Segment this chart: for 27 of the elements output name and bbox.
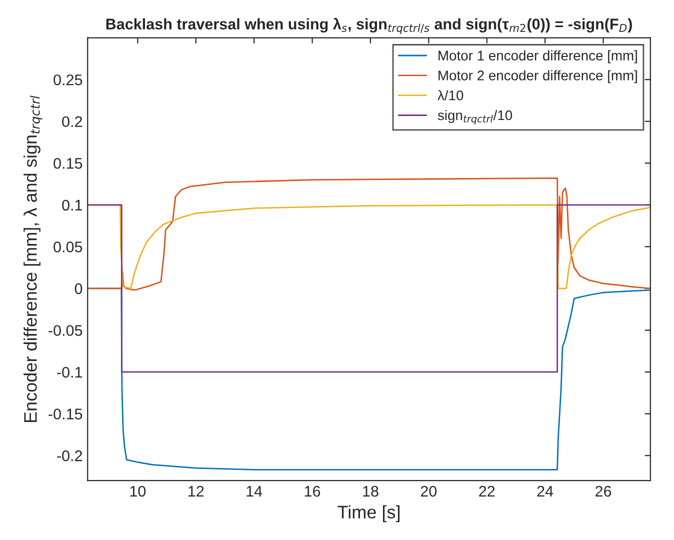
x-tick-label: 18 (363, 486, 378, 497)
y-tick-label: 0.1 (62, 200, 82, 211)
y-tick-label: 0.25 (54, 74, 82, 86)
x-tick-label: 22 (479, 486, 495, 497)
x-tick-label: 16 (304, 486, 320, 497)
y-tick-label: -0.05 (48, 325, 82, 336)
x-axis-title: Time [s] (338, 505, 400, 522)
x-tick-label: 20 (420, 486, 437, 497)
legend-label: λ/10 (438, 90, 464, 100)
x-tick-label: 26 (596, 486, 612, 497)
line-series (88, 177, 650, 291)
legend-label: Motor 2 encoder difference [mm] (438, 70, 637, 84)
x-tick-label: 10 (130, 486, 146, 497)
x-tick-label: 12 (188, 486, 204, 497)
legend-label: Motor 1 encoder difference [mm] (438, 50, 637, 64)
legend-label: sign$_{trqctrl}$/10 (438, 110, 512, 124)
chart-title: Backlash traversal when using λ$_{s}$, sign$_{trqctrl/s}$ and sign(τ$_{m2}$(0)) = -sign(F$_{D}$) (106, 18, 632, 34)
x-tick-label: 24 (537, 486, 554, 497)
x-tick-label: 14 (246, 486, 262, 497)
y-tick-label: 0.05 (54, 242, 82, 252)
y-tick-label: 0 (74, 283, 82, 294)
y-axis-title: Encoder difference [mm], λ and sign$_{trqctrl}$ (24, 96, 42, 422)
y-tick-label: 0.15 (54, 158, 82, 169)
y-tick-label: -0.1 (57, 366, 82, 378)
y-tick-label: 0.2 (62, 116, 82, 128)
y-tick-label: -0.2 (57, 450, 82, 462)
y-tick-label: -0.15 (48, 408, 82, 420)
